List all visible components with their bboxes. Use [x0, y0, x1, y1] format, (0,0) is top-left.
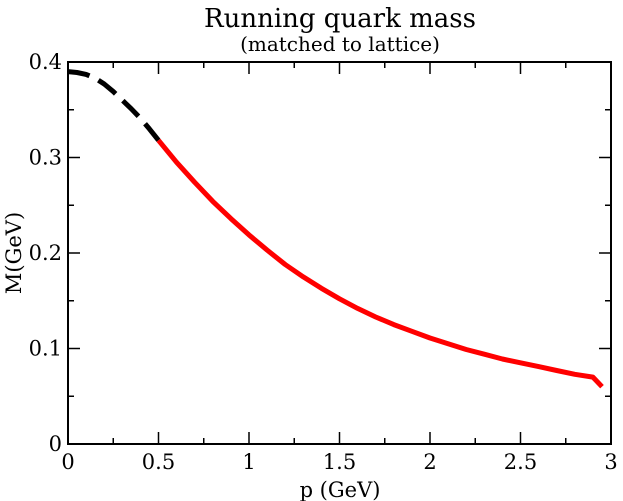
labels-layer: 0 0.5 1 1.5 2 2.5 3 0 0.1 0.2 0.3 0.4 [29, 50, 618, 474]
y-tick-label: 0.1 [29, 337, 62, 361]
y-tick-label: 0.3 [29, 146, 62, 170]
y-axis-label: M(GeV) [2, 212, 26, 294]
y-tick-label: 0 [49, 432, 62, 456]
x-tick-label: 2.5 [504, 450, 537, 474]
ticks-layer [67, 61, 612, 445]
x-tick-label: 0.5 [142, 450, 175, 474]
y-tick-label: 0.2 [29, 241, 62, 265]
chart-subtitle: (matched to lattice) [240, 32, 440, 56]
y-tick-label: 0.4 [29, 50, 62, 74]
plot-frame [67, 61, 612, 445]
chart-title: Running quark mass [204, 4, 476, 34]
series-line-lattice-matched [156, 138, 604, 389]
series-line-extrapolated [67, 69, 161, 142]
x-tick-label: 1.5 [323, 450, 356, 474]
x-axis-label: p (GeV) [300, 478, 381, 501]
x-tick-label: 1 [242, 450, 255, 474]
x-tick-label: 2 [423, 450, 436, 474]
x-tick-label: 3 [604, 450, 617, 474]
series-layer [67, 69, 604, 389]
x-tick-label: 0 [61, 450, 74, 474]
